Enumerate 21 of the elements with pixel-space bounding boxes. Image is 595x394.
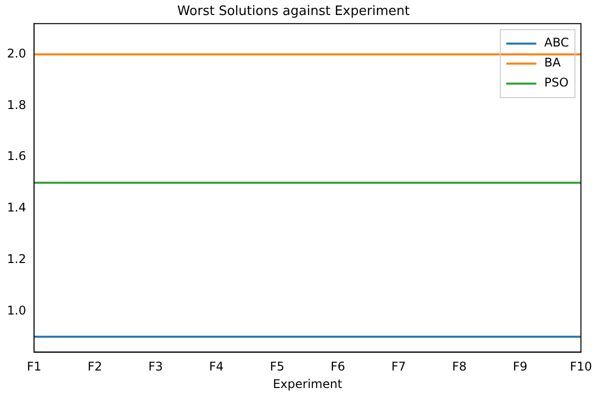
- x-axis-title: Experiment: [272, 376, 342, 391]
- legend-label: PSO: [544, 76, 569, 90]
- x-tick-label: F1: [26, 360, 42, 374]
- x-tick-label: F10: [570, 360, 592, 374]
- x-tick-label: F5: [270, 360, 284, 374]
- x-tick-label: F2: [88, 360, 102, 374]
- x-tick-label: F4: [209, 360, 224, 374]
- x-tick-label: F3: [148, 360, 163, 374]
- y-tick-label: 1.8: [6, 98, 26, 112]
- x-tick-label: F7: [391, 360, 406, 374]
- y-tick-label: 2.0: [6, 46, 26, 61]
- chart-title: Worst Solutions against Experiment: [177, 4, 410, 20]
- y-tick-label: 1.2: [6, 252, 26, 266]
- x-tick-label: F9: [512, 360, 528, 374]
- legend-label: ABC: [544, 36, 569, 50]
- y-tick-label: 1.4: [6, 200, 26, 215]
- y-tick-label: 1.6: [6, 149, 26, 164]
- x-tick-label: F6: [330, 360, 346, 374]
- y-tick-label: 1.0: [6, 303, 26, 318]
- x-tick-label: F8: [452, 360, 467, 374]
- legend-label: BA: [544, 56, 562, 70]
